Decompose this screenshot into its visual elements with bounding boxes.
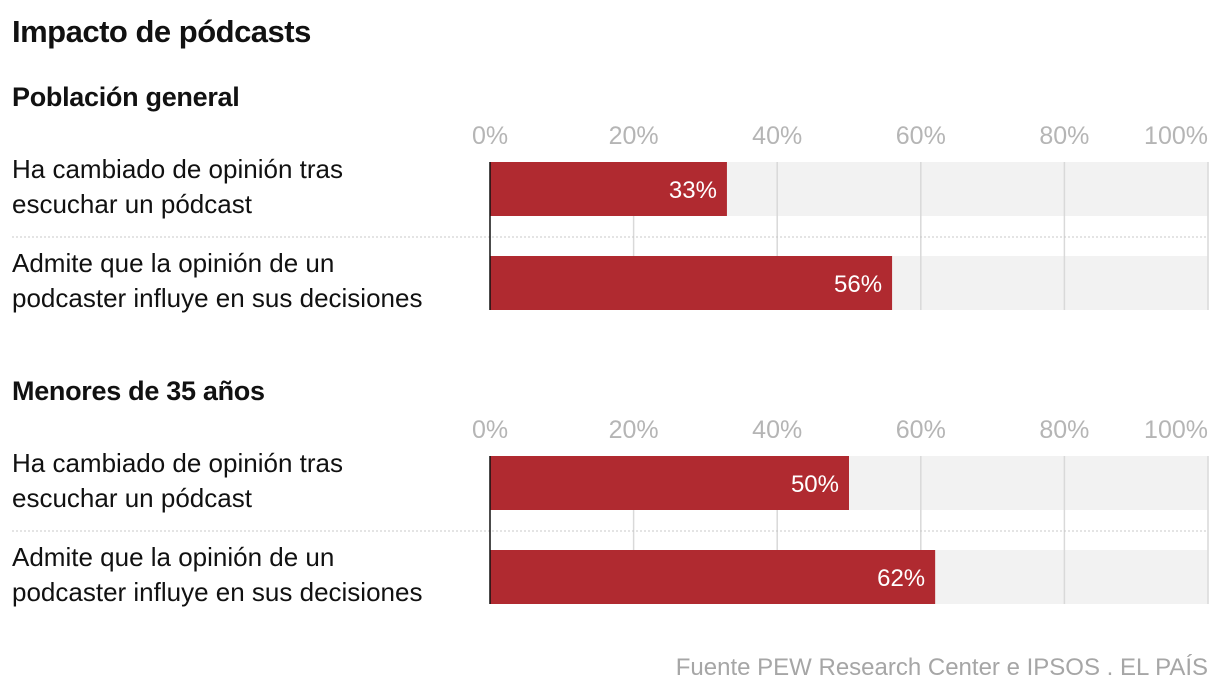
- row-label: Ha cambiado de opinión tras escuchar un …: [12, 446, 343, 516]
- tick-label: 80%: [1039, 416, 1089, 444]
- chart-title: Impacto de pódcasts: [12, 14, 311, 49]
- bar-chart: 0% 20% 40% 60% 80% 100% 33% 56%: [12, 122, 1209, 310]
- tick-label: 100%: [1144, 416, 1208, 444]
- panel-poblacion-general: Población general 0% 20% 40% 60% 80% 100% 33% 5…: [0, 82, 1220, 352]
- row-label-line: escuchar un pódcast: [12, 189, 252, 219]
- tick-label: 20%: [609, 122, 659, 150]
- row-label-line: podcaster influye en sus decisiones: [12, 577, 423, 607]
- row-label-line: Ha cambiado de opinión tras: [12, 448, 343, 478]
- tick-label: 100%: [1144, 122, 1208, 150]
- row-label-line: Admite que la opinión de un: [12, 248, 335, 278]
- bar-value-label: 56%: [834, 271, 882, 298]
- panel-title: Menores de 35 años: [12, 376, 265, 406]
- tick-label: 60%: [896, 416, 946, 444]
- row-label-line: podcaster influye en sus decisiones: [12, 283, 423, 313]
- tick-label: 0%: [472, 122, 508, 150]
- tick-label: 80%: [1039, 122, 1089, 150]
- bar: [490, 162, 727, 216]
- bar-chart: 0% 20% 40% 60% 80% 100% 50% 62%: [12, 416, 1209, 604]
- panel-menores-35: Menores de 35 años 0% 20% 40% 60% 80% 100% 50%…: [0, 376, 1220, 646]
- bar: [490, 256, 893, 310]
- bar-value-label: 50%: [791, 471, 839, 498]
- tick-label: 20%: [609, 416, 659, 444]
- tick-label: 40%: [752, 416, 802, 444]
- bar-value-label: 33%: [669, 177, 717, 204]
- row-label: Ha cambiado de opinión tras escuchar un …: [12, 152, 343, 222]
- tick-label: 0%: [472, 416, 508, 444]
- bar-value-label: 62%: [877, 565, 925, 592]
- bar: [490, 550, 936, 604]
- bar: [490, 456, 849, 510]
- row-label: Admite que la opinión de un podcaster in…: [12, 246, 422, 316]
- row-label: Admite que la opinión de un podcaster in…: [12, 540, 422, 610]
- panel-title: Población general: [12, 82, 240, 112]
- source-note: Fuente PEW Research Center e IPSOS . EL …: [675, 654, 1208, 681]
- tick-label: 60%: [896, 122, 946, 150]
- row-label-line: Ha cambiado de opinión tras: [12, 154, 343, 184]
- row-label-line: escuchar un pódcast: [12, 483, 252, 513]
- row-label-line: Admite que la opinión de un: [12, 542, 335, 572]
- tick-label: 40%: [752, 122, 802, 150]
